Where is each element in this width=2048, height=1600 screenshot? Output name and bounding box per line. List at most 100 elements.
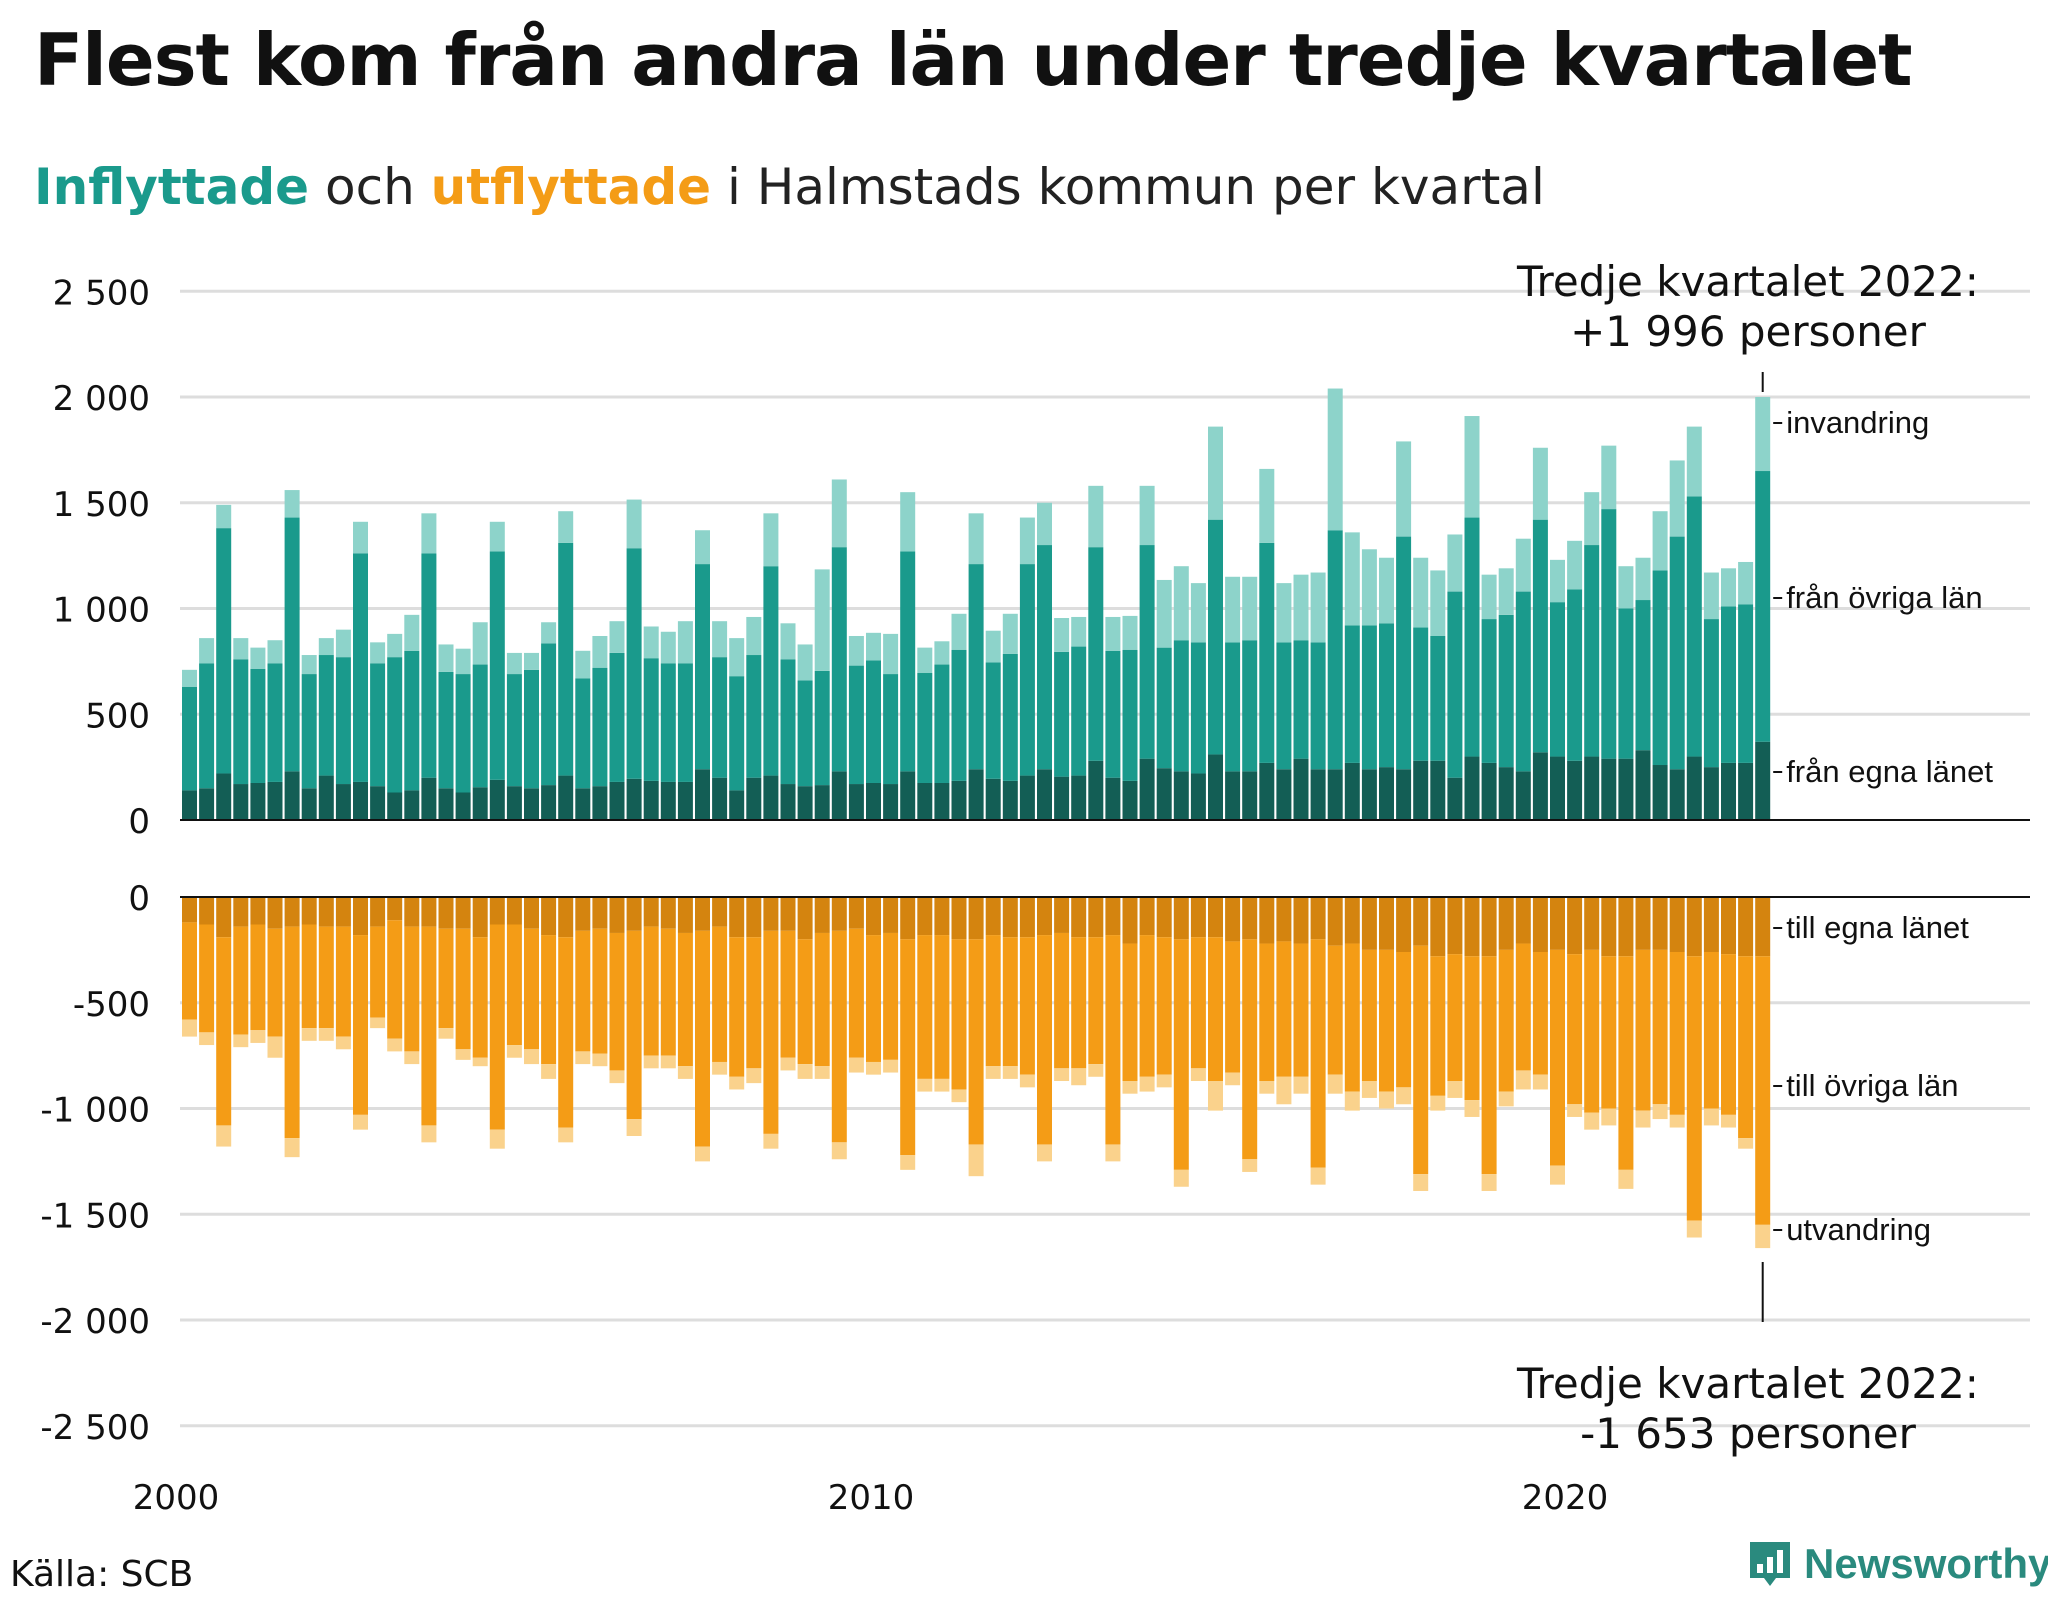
bar-top-2	[1618, 566, 1634, 609]
bar-top-2	[267, 640, 283, 664]
bar-bottom-0	[1054, 897, 1070, 933]
bar-bottom-0	[1755, 897, 1771, 957]
bar-bottom-2	[609, 1070, 625, 1084]
bar-top-2	[1635, 557, 1651, 601]
bar-bottom-0	[1396, 897, 1412, 952]
bar-top-2	[438, 644, 454, 672]
bar-top-2	[1464, 416, 1480, 518]
bar-bottom-2	[968, 1144, 984, 1177]
bar-bottom-0	[335, 897, 351, 927]
bar-bottom-2	[1686, 1220, 1702, 1238]
bar-bottom-2	[831, 1142, 847, 1160]
bar-top-1	[1584, 545, 1600, 757]
bar-top-2	[301, 655, 317, 675]
bar-bottom-1	[985, 935, 1001, 1067]
bar-bottom-0	[592, 897, 608, 929]
bar-top-2	[421, 513, 437, 554]
bar-top-1	[455, 674, 471, 793]
bar-top-1	[506, 674, 522, 787]
bar-top-1	[729, 676, 745, 791]
bar-top-2	[1669, 460, 1685, 537]
bar-bottom-2	[1481, 1174, 1497, 1191]
bar-bottom-0	[1532, 897, 1548, 952]
bar-top-0	[1361, 769, 1377, 820]
bar-top-1	[1173, 640, 1189, 772]
subtitle-rest: i Halmstads kommun per kvartal	[711, 158, 1545, 216]
bar-top-0	[643, 780, 659, 820]
bar-top-0	[1071, 775, 1087, 820]
bar-bottom-0	[1002, 897, 1018, 938]
bar-bottom-1	[1327, 945, 1343, 1075]
bar-top-0	[404, 790, 420, 820]
subtitle-connector: och	[309, 158, 431, 216]
bar-bottom-1	[267, 928, 283, 1037]
bar-top-0	[746, 777, 762, 820]
bar-bottom-1	[1344, 943, 1360, 1092]
bar-bottom-0	[182, 897, 197, 923]
bar-top-2	[1122, 615, 1138, 650]
bar-top-2	[677, 621, 693, 664]
bar-bottom-2	[1703, 1108, 1719, 1126]
bar-bottom-0	[951, 897, 967, 940]
bar-bottom-0	[1567, 897, 1583, 955]
bar-top-0	[472, 787, 488, 820]
bar-bottom-0	[968, 897, 984, 940]
bar-bottom-2	[1173, 1169, 1189, 1187]
bar-top-1	[472, 664, 488, 788]
bar-top-2	[814, 569, 830, 671]
bar-bottom-0	[866, 897, 881, 936]
annotation-bottom-line2: -1 653 personer	[1580, 1409, 1917, 1458]
bar-bottom-1	[883, 932, 899, 1060]
bar-bottom-0	[746, 897, 762, 938]
bar-top-0	[695, 769, 710, 820]
bar-top-1	[797, 680, 813, 787]
bar-bottom-2	[1447, 1081, 1463, 1098]
bar-bottom-2	[866, 1061, 881, 1075]
bar-bottom-2	[780, 1057, 796, 1071]
bar-bottom-1	[1190, 937, 1206, 1069]
bar-bottom-2	[626, 1119, 642, 1136]
bar-top-0	[1190, 773, 1206, 820]
bar-bottom-0	[1550, 897, 1565, 950]
bar-top-2	[1721, 568, 1736, 607]
bar-top-0	[1054, 776, 1070, 820]
bar-bottom-2	[746, 1068, 762, 1084]
bar-bottom-1	[1259, 943, 1275, 1082]
bar-bottom-1	[301, 924, 317, 1029]
bar-bottom-1	[250, 924, 266, 1031]
bar-top-0	[1344, 762, 1360, 820]
bar-top-0	[1173, 771, 1189, 820]
y-tick-label-bottom: -1 500	[40, 1196, 150, 1236]
bar-bottom-1	[1601, 956, 1617, 1109]
bar-bottom-1	[1105, 935, 1121, 1145]
y-tick-label-top: 2 000	[53, 379, 150, 419]
bar-bottom-1	[199, 924, 215, 1033]
bar-top-1	[1481, 619, 1497, 763]
bar-top-0	[1139, 758, 1155, 820]
bar-top-1	[1361, 625, 1377, 770]
bar-bottom-1	[1122, 943, 1138, 1082]
bar-bottom-2	[1208, 1081, 1223, 1111]
bar-top-0	[1584, 756, 1600, 820]
bar-top-0	[1037, 769, 1052, 820]
bar-top-0	[575, 788, 591, 820]
bar-bottom-0	[353, 897, 368, 936]
bar-bottom-2	[1755, 1224, 1771, 1249]
bar-top-2	[917, 647, 933, 674]
bar-top-0	[592, 786, 608, 820]
bar-bottom-1	[968, 939, 984, 1145]
bar-bottom-2	[1618, 1169, 1634, 1189]
bar-top-0	[524, 788, 539, 820]
bar-bottom-1	[558, 937, 574, 1128]
bar-top-0	[900, 771, 916, 820]
bar-bottom-2	[1430, 1095, 1446, 1111]
bar-top-2	[1327, 388, 1343, 531]
bar-bottom-0	[370, 897, 386, 927]
annotation-top-line2: +1 996 personer	[1570, 307, 1927, 356]
bar-bottom-1	[1550, 949, 1565, 1166]
bar-top-2	[541, 622, 557, 644]
bar-bottom-1	[1019, 937, 1035, 1075]
bar-bottom-2	[1721, 1114, 1736, 1128]
bar-top-1	[1464, 517, 1480, 757]
y-tick-label-top: 2 500	[53, 273, 150, 313]
